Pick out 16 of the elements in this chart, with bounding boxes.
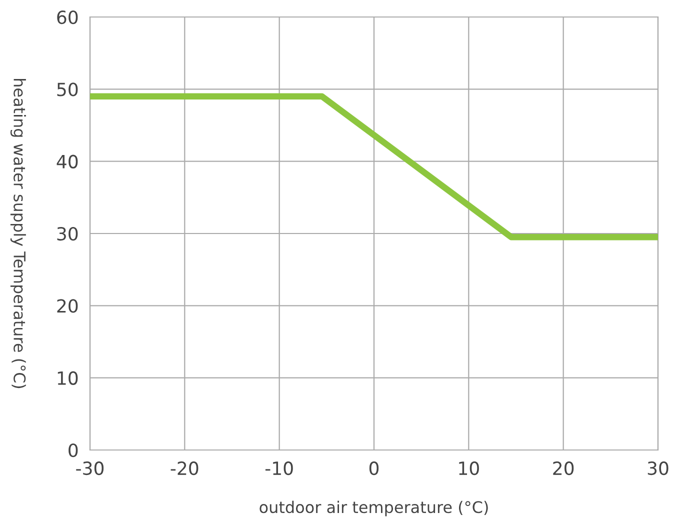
y-tick-label: 30 bbox=[57, 226, 78, 241]
x-tick-label: -10 bbox=[265, 461, 293, 476]
x-tick-label: 10 bbox=[459, 461, 479, 476]
y-tick-label: 10 bbox=[58, 371, 78, 385]
x-tick-label: -20 bbox=[170, 461, 198, 476]
x-tick-label: 0 bbox=[369, 461, 379, 476]
x-tick-label: 20 bbox=[553, 461, 574, 476]
y-tick-label: 50 bbox=[57, 82, 78, 96]
y-tick-label: 40 bbox=[56, 154, 78, 168]
y-tick-label: 20 bbox=[57, 299, 78, 313]
x-tick-label: 30 bbox=[648, 461, 668, 476]
y-axis-title: heating water supply Temperature (°C) bbox=[10, 79, 26, 388]
x-tick-label: -30 bbox=[76, 461, 104, 476]
x-axis-title: outdoor air temperature (°C) bbox=[260, 500, 488, 516]
y-tick-label: 0 bbox=[68, 443, 78, 458]
y-tick-label: 60 bbox=[57, 10, 78, 24]
